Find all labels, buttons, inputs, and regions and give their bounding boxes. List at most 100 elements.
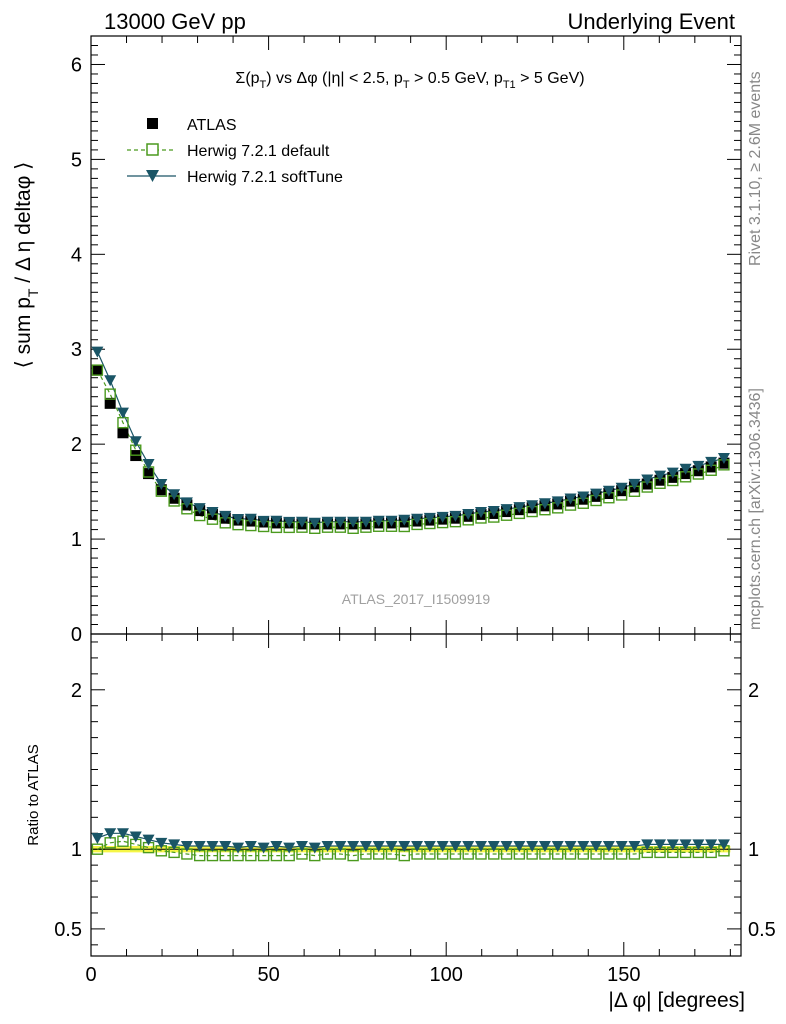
- herwig-softtune-ratio-point: [283, 842, 296, 854]
- legend-default-label: Herwig 7.2.1 default: [187, 143, 330, 160]
- herwig-softtune-ratio-point: [628, 841, 641, 853]
- herwig-default-ratio-line: [97, 840, 725, 857]
- herwig-softtune-ratio-point: [219, 841, 232, 853]
- herwig-softtune-point: [666, 467, 679, 479]
- herwig-softtune-point: [142, 458, 155, 470]
- herwig-softtune-ratio-point: [244, 841, 257, 853]
- herwig-softtune-ratio-point: [551, 841, 564, 853]
- herwig-softtune-ratio-point: [602, 841, 615, 853]
- herwig-softtune-point: [321, 516, 334, 528]
- y-tick-label-ratio-right: 2: [748, 680, 759, 702]
- herwig-softtune-ratio-point: [679, 839, 692, 851]
- herwig-softtune-point: [359, 516, 372, 528]
- herwig-softtune-point: [705, 456, 718, 468]
- x-tick-label: 50: [257, 964, 279, 986]
- herwig-softtune-ratio-point: [129, 831, 142, 843]
- herwig-softtune-ratio-point: [666, 839, 679, 851]
- legend-softtune-marker: [146, 170, 159, 182]
- ratio-series: [91, 828, 730, 862]
- herwig-softtune-point: [232, 513, 245, 525]
- herwig-softtune-point: [475, 507, 487, 519]
- y-tick-label-main: 2: [71, 434, 82, 456]
- mcplots-label: mcplots.cern.ch [arXiv:1306.3436]: [747, 388, 764, 630]
- herwig-softtune-ratio-point: [321, 841, 334, 853]
- herwig-softtune-point: [551, 496, 564, 508]
- herwig-softtune-point: [155, 478, 168, 490]
- x-tick-label: 100: [430, 964, 463, 986]
- y-tick-label-ratio-right: 0.5: [748, 919, 776, 941]
- herwig-softtune-ratio-point: [385, 841, 398, 853]
- legend-atlas-label: ATLAS: [187, 117, 237, 134]
- herwig-softtune-ratio-point: [206, 841, 219, 853]
- herwig-softtune-point: [308, 517, 321, 529]
- y-tick-label-main: 0: [71, 624, 82, 646]
- y-axis-label-main: ⟨ sum pT / Δ η deltaφ ⟩: [12, 162, 41, 369]
- herwig-softtune-ratio-point: [193, 841, 206, 853]
- rivet-label: Rivet 3.1.10, ≥ 2.6M events: [747, 71, 764, 266]
- y-axis-label-ratio: Ratio to ATLAS: [25, 744, 42, 845]
- herwig-softtune-ratio-point: [705, 839, 718, 851]
- y-tick-label-main: 3: [71, 339, 82, 361]
- herwig-softtune-ratio-point: [180, 841, 193, 853]
- herwig-softtune-ratio-point: [155, 837, 168, 849]
- herwig-softtune-point: [193, 503, 206, 515]
- herwig-softtune-point: [679, 463, 692, 475]
- herwig-softtune-ratio-point: [232, 842, 245, 854]
- herwig-softtune-ratio-point: [692, 839, 705, 851]
- herwig-softtune-ratio-point: [717, 839, 730, 851]
- herwig-softtune-point: [538, 498, 551, 510]
- herwig-softtune-ratio-point: [359, 841, 372, 853]
- herwig-softtune-point: [295, 516, 308, 528]
- herwig-softtune-ratio-point: [449, 841, 462, 853]
- main-panel: 0 1 2 3 4 5 6 Σ(pT) vs Δφ (|η| < 2.5, pT > 0.5…: [12, 35, 742, 646]
- herwig-softtune-point: [602, 485, 615, 497]
- herwig-softtune-point: [257, 515, 270, 527]
- herwig-softtune-point: [628, 478, 641, 490]
- atlas-point: [117, 427, 129, 439]
- herwig-softtune-point: [347, 516, 360, 528]
- herwig-softtune-point: [654, 470, 667, 482]
- herwig-softtune-point: [219, 510, 232, 522]
- herwig-softtune-ratio-point: [91, 833, 104, 845]
- herwig-softtune-point: [129, 436, 142, 448]
- y-tick-label-ratio-left: 0.5: [54, 919, 82, 941]
- herwig-softtune-ratio-point: [500, 841, 513, 853]
- herwig-softtune-point: [487, 506, 500, 518]
- herwig-softtune-point: [615, 482, 628, 494]
- legend-softtune-label: Herwig 7.2.1 softTune: [187, 169, 343, 186]
- y-tick-label-main: 6: [71, 54, 82, 76]
- herwig-softtune-point: [168, 489, 181, 501]
- herwig-softtune-point: [116, 407, 129, 419]
- atlas-point: [104, 397, 116, 409]
- herwig-softtune-ratio-point: [615, 841, 628, 853]
- legend-item-herwig-default: Herwig 7.2.1 default: [127, 143, 330, 160]
- herwig-softtune-ratio-point: [257, 842, 270, 854]
- analysis-id: ATLAS_2017_I1509919: [342, 591, 491, 607]
- herwig-softtune-ratio-point: [590, 841, 603, 853]
- herwig-softtune-ratio-point: [295, 841, 308, 853]
- herwig-softtune-point: [411, 513, 424, 525]
- herwig-default-point: [104, 388, 116, 400]
- herwig-softtune-point: [564, 493, 577, 505]
- herwig-softtune-ratio-point: [641, 839, 654, 851]
- herwig-softtune-ratio-point: [270, 841, 283, 853]
- herwig-softtune-ratio-point: [398, 841, 411, 853]
- x-tick-label: 0: [85, 964, 96, 986]
- herwig-softtune-point: [206, 507, 219, 519]
- herwig-softtune-point: [500, 504, 513, 516]
- legend-default-marker: [146, 143, 159, 156]
- y-tick-label-main: 4: [71, 244, 82, 266]
- herwig-softtune-point: [283, 516, 296, 528]
- herwig-softtune-point: [590, 488, 603, 500]
- herwig-softtune-point: [423, 512, 436, 524]
- herwig-softtune-point: [270, 515, 283, 527]
- y-tick-label-ratio-left: 1: [71, 839, 82, 861]
- atlas-point: [143, 468, 155, 480]
- herwig-softtune-point: [385, 515, 398, 527]
- herwig-softtune-ratio-point: [526, 841, 539, 853]
- herwig-softtune-point: [641, 474, 654, 486]
- y-tick-label-ratio-left: 2: [71, 680, 82, 702]
- herwig-softtune-ratio-point: [436, 841, 449, 853]
- ratio-frame: [90, 633, 742, 957]
